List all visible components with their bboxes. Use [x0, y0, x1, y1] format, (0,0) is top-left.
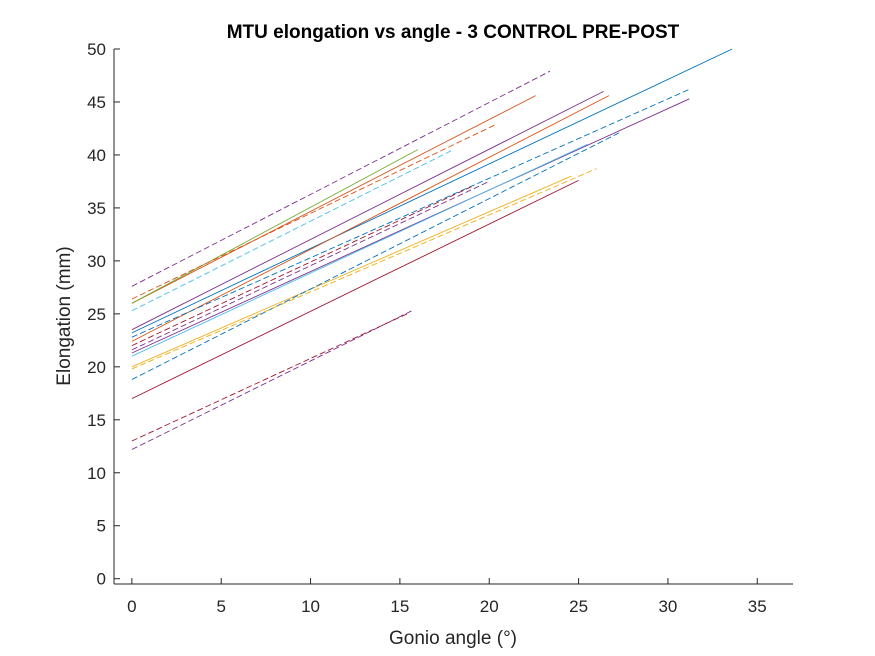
y-tick-label: 50 — [87, 40, 106, 59]
series-line-3 — [131, 90, 604, 331]
x-tick-label: 0 — [127, 597, 136, 616]
y-tick-label: 35 — [87, 199, 106, 218]
x-tick-label: 35 — [748, 597, 767, 616]
x-tick-label: 25 — [569, 597, 588, 616]
y-tick-label: 0 — [97, 570, 106, 589]
series-line-8 — [131, 149, 419, 304]
series-line-15 — [131, 168, 597, 370]
x-tick-label: 15 — [390, 597, 409, 616]
series-line-18 — [131, 309, 415, 450]
series-line-16 — [131, 180, 490, 351]
series-line-1 — [131, 48, 733, 334]
axes — [113, 49, 793, 585]
series-line-9 — [131, 143, 588, 357]
x-axis-ticks: 0 5 10 15 20 25 30 35 — [127, 578, 767, 616]
chart-title: MTU elongation vs angle - 3 CONTROL PRE-… — [227, 22, 680, 43]
y-tick-label: 15 — [87, 411, 106, 430]
series-line-12 — [131, 123, 497, 300]
series-line-11 — [131, 88, 690, 338]
y-tick-label: 20 — [87, 358, 106, 377]
series-line-6 — [131, 179, 579, 400]
series-line-2 — [131, 95, 536, 304]
series-line-13 — [131, 149, 454, 312]
x-axis-label: Gonio angle (°) — [389, 628, 517, 649]
series-line-7 — [131, 175, 572, 368]
y-tick-label: 45 — [87, 93, 106, 112]
y-axis-ticks: 0 5 10 15 20 25 30 35 40 45 50 — [87, 40, 120, 589]
series-line-4 — [131, 95, 610, 342]
y-tick-label: 5 — [97, 517, 106, 536]
plot-area — [131, 48, 733, 450]
x-tick-label: 20 — [480, 597, 499, 616]
y-tick-label: 40 — [87, 146, 106, 165]
series-line-14 — [131, 131, 622, 380]
series-line-19 — [131, 313, 408, 442]
y-tick-label: 10 — [87, 464, 106, 483]
y-axis-label: Elongation (mm) — [54, 246, 75, 385]
series-line-10 — [131, 70, 551, 287]
y-tick-label: 25 — [87, 305, 106, 324]
series-line-5 — [131, 98, 690, 354]
x-tick-label: 30 — [658, 597, 677, 616]
x-tick-label: 5 — [216, 597, 225, 616]
y-tick-label: 30 — [87, 252, 106, 271]
x-tick-label: 10 — [301, 597, 320, 616]
